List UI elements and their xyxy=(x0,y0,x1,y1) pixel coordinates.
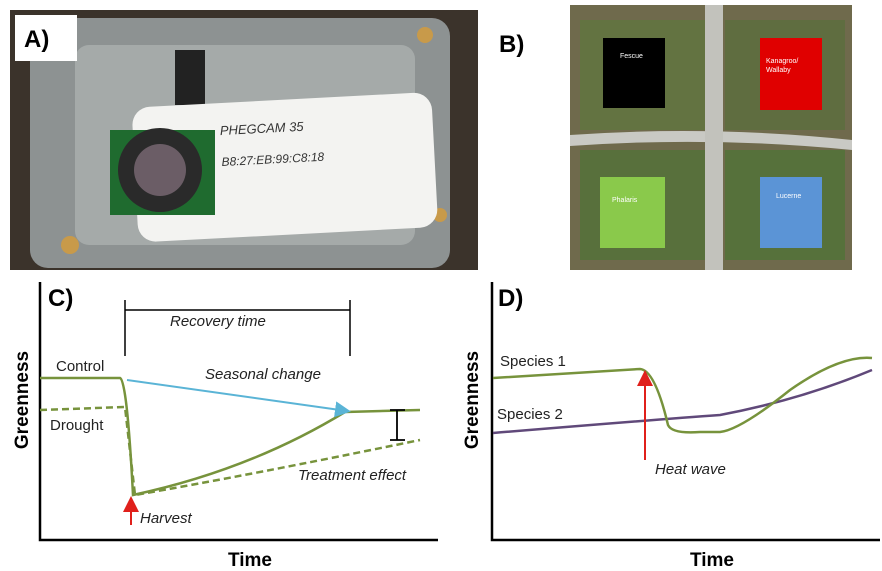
annotation: Seasonal change xyxy=(205,366,321,383)
annotation: Species 2 xyxy=(497,406,563,423)
species-2-curve xyxy=(493,370,872,433)
panel-label: B) xyxy=(499,31,524,58)
figure: PHEGCAM 35 B8:27:EB:99:C8:18 A) Fescue K… xyxy=(0,0,882,571)
plot-label: Fescue xyxy=(620,53,643,60)
panel-label: C) xyxy=(48,285,73,312)
annotation: Drought xyxy=(50,417,104,434)
annotation: Recovery time xyxy=(170,313,266,330)
plot-kangaroo xyxy=(760,38,822,110)
annotation: Control xyxy=(56,358,104,375)
plot-label: Wallaby xyxy=(766,67,791,74)
annotation: Heat wave xyxy=(655,461,726,478)
panel-b: Fescue Kanagroo/ Wallaby Phalaris Lucern… xyxy=(490,5,852,270)
plot-label: Phalaris xyxy=(612,197,638,204)
panel-label: D) xyxy=(498,285,523,312)
annotation: Species 1 xyxy=(500,353,566,370)
screw xyxy=(61,236,79,254)
panel-c: C) Greenness Time Control Drought Recove… xyxy=(12,282,438,571)
screw xyxy=(417,27,433,43)
y-axis-title: Greenness xyxy=(12,351,33,449)
path xyxy=(705,5,723,270)
cable xyxy=(175,50,205,105)
plot-fescue xyxy=(603,38,665,108)
x-axis-title: Time xyxy=(228,550,272,571)
annotation: Harvest xyxy=(140,510,193,527)
plot-lucerne xyxy=(760,177,822,248)
panel-label: A) xyxy=(24,26,49,53)
panel-a: PHEGCAM 35 B8:27:EB:99:C8:18 A) xyxy=(10,10,478,270)
y-axis-title: Greenness xyxy=(462,351,483,449)
panel-d: D) Greenness Time Species 1 Species 2 He… xyxy=(462,282,880,571)
plot-phalaris xyxy=(600,177,665,248)
treatment-bar xyxy=(390,410,405,440)
seasonal-arrow xyxy=(127,380,347,411)
x-axis-title: Time xyxy=(690,550,734,571)
plot-label: Lucerne xyxy=(776,193,801,200)
annotation: Treatment effect xyxy=(298,467,407,484)
plot-label: Kanagroo/ xyxy=(766,58,798,65)
lens-glass xyxy=(134,144,186,196)
